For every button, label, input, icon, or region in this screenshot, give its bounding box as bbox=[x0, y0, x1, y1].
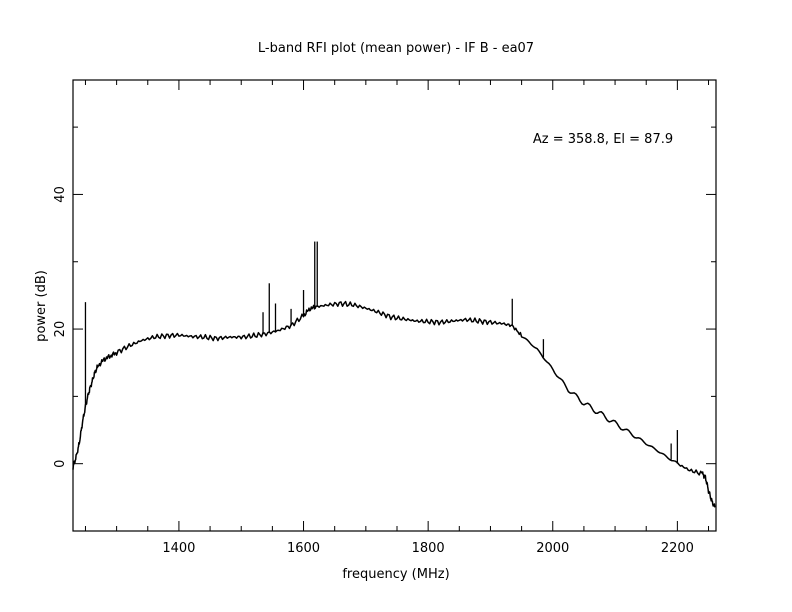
chart-title: L-band RFI plot (mean power) - IF B - ea… bbox=[258, 41, 534, 56]
x-tick-label: 1600 bbox=[287, 541, 320, 556]
y-tick-label: 40 bbox=[53, 186, 68, 203]
az-el-annotation: Az = 358.8, El = 87.9 bbox=[533, 132, 673, 147]
x-tick-label: 2000 bbox=[536, 541, 569, 556]
x-tick-label: 1800 bbox=[412, 541, 445, 556]
x-tick-label: 1400 bbox=[162, 541, 195, 556]
y-tick-label: 20 bbox=[53, 321, 68, 338]
y-axis-label: power (dB) bbox=[34, 270, 49, 342]
rfi-spikes bbox=[84, 241, 679, 464]
axis-tick-labels: 1400 1600 1800 2000 2200 0 20 40 bbox=[53, 186, 694, 556]
x-tick-label: 2200 bbox=[661, 541, 694, 556]
axis-ticks bbox=[73, 80, 716, 532]
x-axis-label: frequency (MHz) bbox=[342, 567, 449, 582]
plot-frame bbox=[72, 79, 717, 532]
power-line bbox=[72, 300, 716, 508]
y-tick-label: 0 bbox=[53, 460, 68, 468]
